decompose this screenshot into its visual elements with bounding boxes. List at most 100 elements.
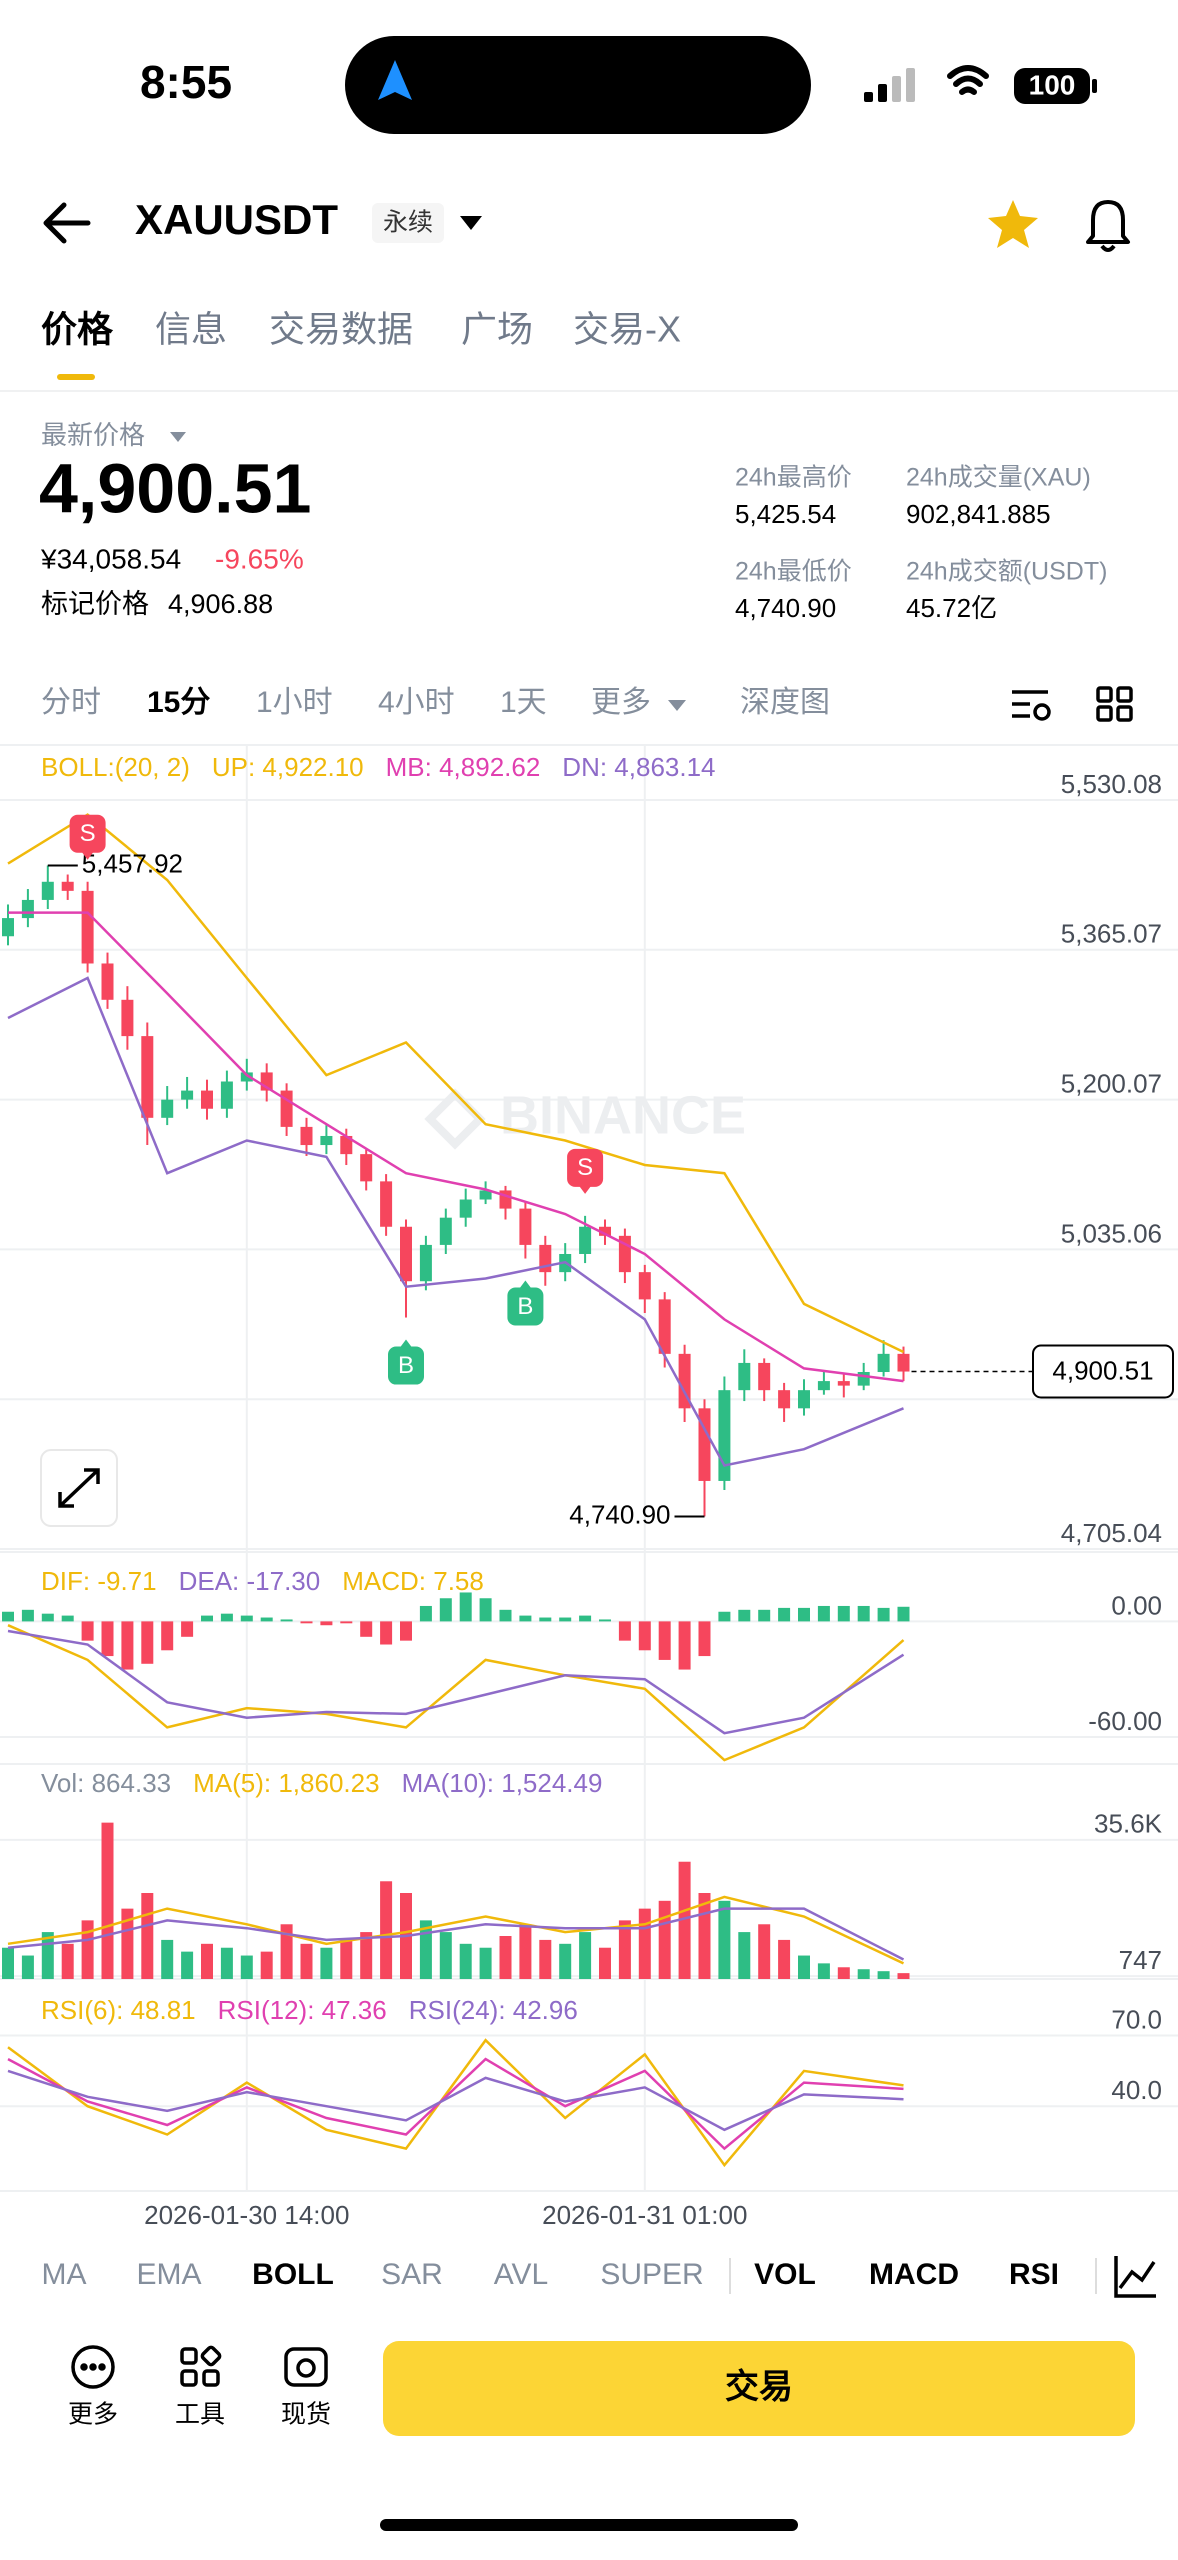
last-dropdown[interactable] bbox=[170, 432, 186, 442]
candle-body bbox=[718, 1390, 731, 1481]
y-tick-label: 0.00 bbox=[1111, 1590, 1162, 1620]
indicator-tab[interactable]: AVL bbox=[494, 2258, 548, 2291]
indicator-tab[interactable]: VOL bbox=[754, 2258, 816, 2291]
layout-icon[interactable] bbox=[1096, 686, 1133, 722]
chart-tools-icon[interactable] bbox=[1114, 2256, 1156, 2298]
y-tick-label: 5,530.08 bbox=[1061, 769, 1162, 799]
legend-item: DN: 4,863.14 bbox=[562, 752, 715, 782]
bar bbox=[141, 1621, 154, 1664]
tab[interactable]: 价格 bbox=[41, 309, 114, 350]
interval[interactable]: 更多 bbox=[591, 686, 651, 719]
symbol[interactable]: XAUUSDT bbox=[135, 196, 338, 243]
bar bbox=[857, 1605, 870, 1622]
bar bbox=[280, 1924, 293, 1979]
action-label[interactable]: 现货 bbox=[281, 2401, 331, 2429]
battery-tip bbox=[1092, 79, 1097, 93]
candle-body bbox=[778, 1390, 791, 1409]
candle-body bbox=[837, 1381, 850, 1386]
signal-icon bbox=[864, 68, 915, 102]
indicator-tab[interactable]: SAR bbox=[381, 2258, 443, 2291]
bar bbox=[897, 1606, 910, 1622]
badge-bg bbox=[372, 203, 444, 243]
cny-price: ¥34,058.54 bbox=[40, 543, 181, 574]
interval[interactable]: 深度图 bbox=[740, 686, 830, 719]
x-tick-label: 2026-01-31 01:00 bbox=[542, 2200, 747, 2230]
more-icon[interactable] bbox=[71, 2345, 115, 2389]
bar bbox=[479, 1598, 492, 1622]
indicator-tab[interactable]: MA bbox=[42, 2258, 87, 2291]
bar bbox=[579, 1932, 592, 1979]
bar bbox=[539, 1939, 552, 1979]
trade-button[interactable] bbox=[383, 2341, 1135, 2436]
symbol-dropdown[interactable] bbox=[460, 216, 482, 230]
action-label[interactable]: 更多 bbox=[68, 2401, 118, 2429]
indicator-line bbox=[7, 2069, 904, 2132]
candle-body bbox=[320, 1135, 333, 1146]
indicator-tab[interactable]: BOLL bbox=[252, 2258, 334, 2291]
settings-icon[interactable] bbox=[1012, 690, 1051, 721]
candle-body bbox=[2, 918, 14, 937]
favorite-star[interactable] bbox=[988, 200, 1038, 248]
bar bbox=[678, 1621, 691, 1670]
tab[interactable]: 交易数据 bbox=[269, 309, 413, 350]
bar bbox=[81, 1920, 94, 1979]
interval[interactable]: 4小时 bbox=[378, 686, 455, 719]
indicator-line bbox=[7, 1895, 905, 1965]
spot-icon[interactable] bbox=[284, 2347, 328, 2387]
tab[interactable]: 交易-X bbox=[573, 309, 681, 350]
candle-body bbox=[857, 1372, 870, 1386]
stat-value: 4,740.90 bbox=[735, 593, 836, 623]
signal-label: S bbox=[577, 1154, 593, 1181]
bar bbox=[439, 1598, 452, 1622]
stat-label: 24h最低价 bbox=[735, 558, 852, 586]
bar bbox=[340, 1939, 353, 1979]
bar bbox=[837, 1967, 850, 1979]
signal-pointer bbox=[400, 1339, 412, 1348]
bar bbox=[837, 1605, 850, 1622]
bar bbox=[658, 1621, 671, 1660]
bar bbox=[877, 1607, 890, 1622]
bar bbox=[61, 1943, 74, 1979]
back-button[interactable] bbox=[43, 202, 91, 244]
tab[interactable]: 信息 bbox=[155, 309, 227, 350]
tools-icon[interactable] bbox=[180, 2345, 222, 2387]
indicator-tab[interactable]: EMA bbox=[136, 2258, 201, 2291]
interval[interactable]: 15分 bbox=[147, 686, 210, 719]
trade-label: 交易 bbox=[725, 2367, 793, 2406]
indicator-tab[interactable]: MACD bbox=[869, 2258, 959, 2291]
bar bbox=[141, 1893, 154, 1979]
bar bbox=[678, 1861, 691, 1979]
stat-value: 902,841.885 bbox=[906, 499, 1051, 529]
tab[interactable]: 广场 bbox=[461, 309, 533, 350]
wifi-icon bbox=[947, 65, 989, 95]
indicator-tab[interactable]: RSI bbox=[1009, 2258, 1059, 2291]
candle-body bbox=[360, 1154, 373, 1182]
candle-body bbox=[141, 1036, 154, 1118]
bar bbox=[220, 1613, 233, 1622]
more-dropdown[interactable] bbox=[668, 700, 686, 711]
indicator-tab[interactable]: SUPER bbox=[600, 2258, 703, 2291]
bar bbox=[738, 1932, 751, 1979]
candle-body bbox=[817, 1381, 830, 1391]
candle-body bbox=[300, 1126, 313, 1146]
bar bbox=[121, 1908, 134, 1979]
dynamic-island bbox=[345, 36, 811, 134]
candle-body bbox=[81, 890, 94, 964]
interval[interactable]: 1天 bbox=[500, 686, 547, 719]
bar bbox=[260, 1617, 273, 1622]
legend-item: MA(10): 1,524.49 bbox=[402, 1768, 603, 1798]
action-label[interactable]: 工具 bbox=[175, 2401, 225, 2429]
bar bbox=[618, 1621, 631, 1641]
interval[interactable]: 1小时 bbox=[256, 686, 333, 719]
bar bbox=[161, 1621, 174, 1651]
bar bbox=[638, 1908, 651, 1979]
bar bbox=[817, 1605, 830, 1622]
bar bbox=[201, 1943, 213, 1979]
y-tick-label: -60.00 bbox=[1088, 1706, 1162, 1736]
bar bbox=[638, 1621, 651, 1651]
interval[interactable]: 分时 bbox=[41, 686, 101, 719]
bell[interactable] bbox=[1086, 200, 1130, 252]
bar bbox=[81, 1621, 94, 1641]
